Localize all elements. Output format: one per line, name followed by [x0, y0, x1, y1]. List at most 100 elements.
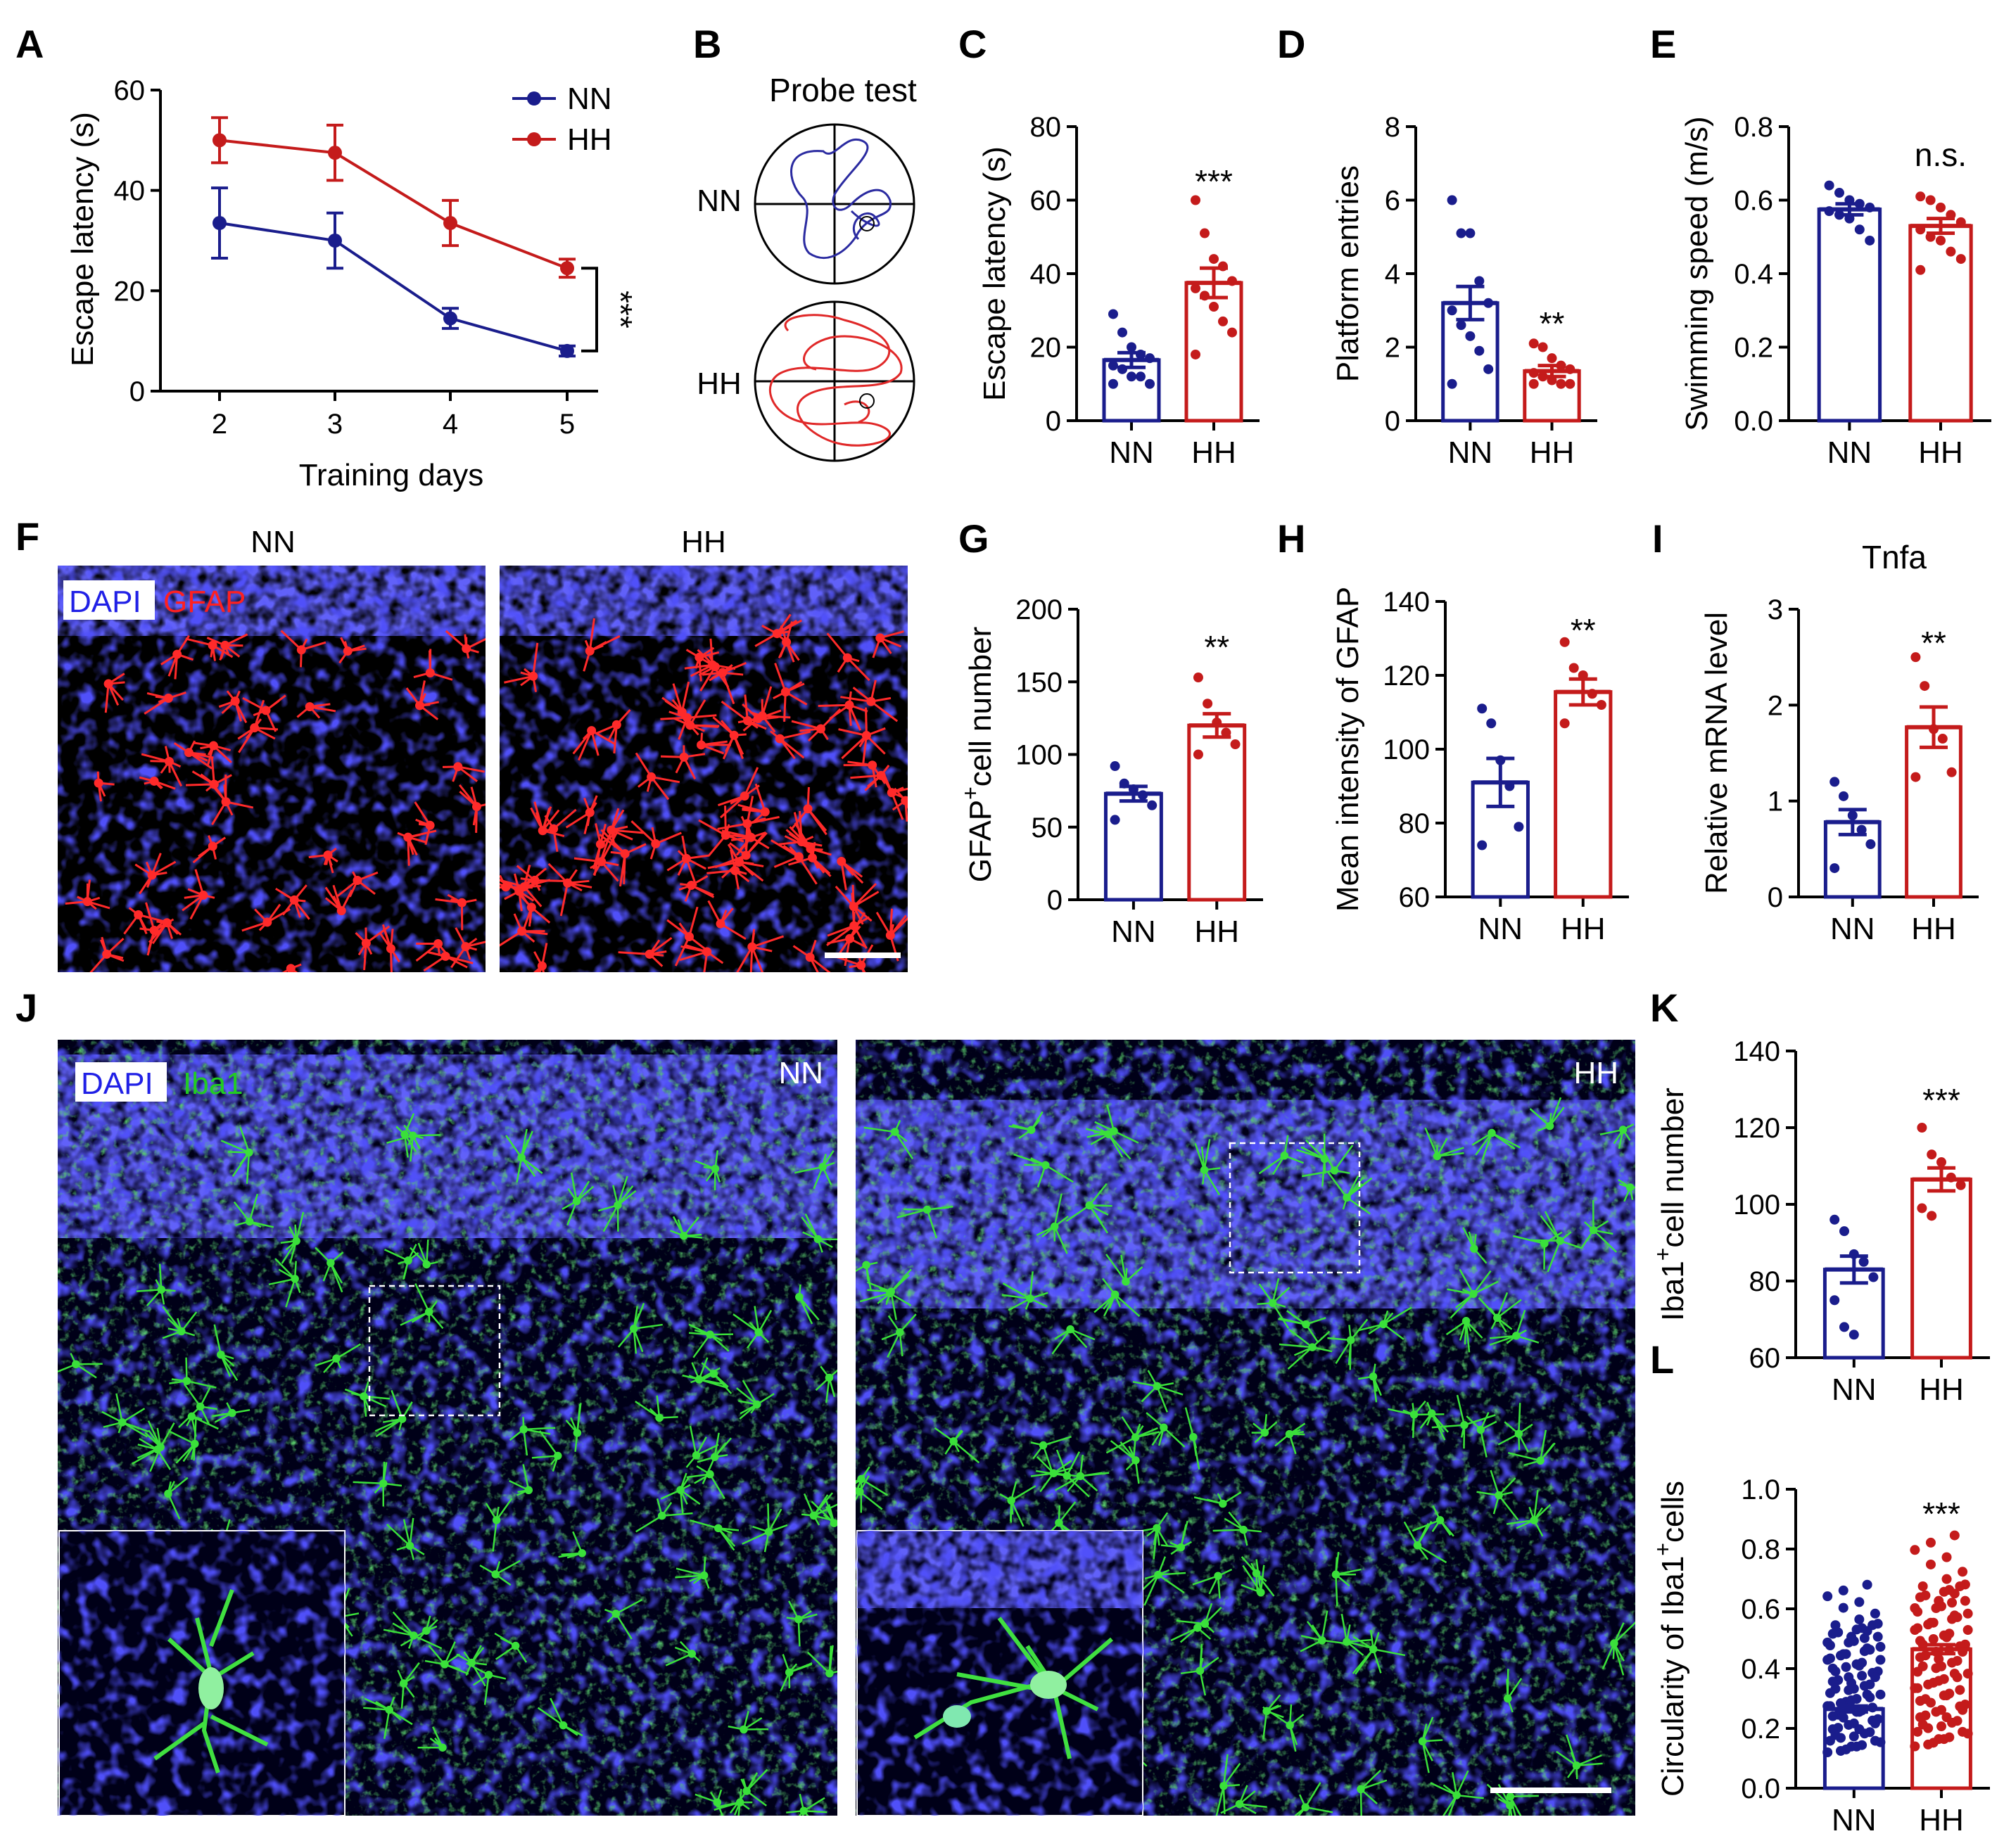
data-dot-hh [1528, 378, 1539, 389]
cell-process [397, 829, 437, 866]
y-tick-label: 140 [1383, 587, 1430, 618]
cell-body [440, 951, 450, 961]
cell-process [315, 1247, 344, 1293]
data-dot-nn [1856, 824, 1867, 835]
cell-body [1469, 1289, 1478, 1299]
y-tick-label: 8 [1385, 112, 1400, 143]
data-dot-nn [1862, 1579, 1872, 1590]
cell-process [818, 691, 868, 731]
cell-body [1286, 1721, 1294, 1730]
probe-hh-pool [754, 300, 915, 462]
cell-body [1511, 1332, 1521, 1340]
cell-process [875, 908, 908, 962]
cell-body [245, 1217, 254, 1226]
y-tick-label: 0 [1385, 406, 1400, 437]
cell-process [344, 1381, 391, 1417]
cell-process [1241, 1556, 1275, 1597]
cell-process [1358, 1363, 1382, 1403]
cell-body [537, 961, 547, 971]
cell-body [433, 939, 443, 949]
cell-process [1497, 1403, 1533, 1453]
gfap-nn-title: NN [250, 525, 296, 559]
cell-process [1258, 1135, 1304, 1175]
data-dot-nn [1108, 309, 1118, 319]
cell-process [688, 1323, 734, 1358]
data-dot-nn [1110, 815, 1120, 825]
cell-process [1001, 1271, 1048, 1311]
cell-process [379, 924, 400, 972]
sig-bracket [581, 267, 598, 352]
data-dot-hh [1191, 349, 1200, 359]
data-dot-nn [1835, 1745, 1846, 1756]
cell-process [1294, 1782, 1333, 1816]
cell-body [764, 1527, 773, 1536]
cell-process [666, 835, 710, 886]
data-dot-hh [1913, 1726, 1923, 1737]
data-dot-nn [1846, 1631, 1857, 1642]
cell-body [1330, 1166, 1339, 1175]
cell-body [462, 644, 471, 654]
cell-process [137, 1420, 175, 1472]
data-dot-hh [1559, 718, 1570, 729]
sig-label: *** [1195, 163, 1233, 200]
data-dot-hh [1191, 195, 1200, 205]
data-dot-hh [1962, 1608, 1973, 1619]
cell-process [445, 630, 486, 659]
cell-body [386, 944, 395, 954]
cell-body [825, 1373, 834, 1382]
cell-process [707, 843, 764, 882]
data-dot-nn [1875, 1642, 1886, 1652]
data-point-nn [560, 343, 574, 358]
cell-process [220, 1126, 250, 1184]
cell-body [1189, 1432, 1198, 1441]
data-point-hh [328, 146, 342, 160]
cell-process [827, 912, 867, 967]
data-dot-hh [1934, 1676, 1944, 1686]
cell-process [315, 1343, 362, 1373]
cell-body [72, 1360, 80, 1369]
cell-process [1471, 1132, 1521, 1161]
cell-process [1110, 1440, 1140, 1484]
data-dot-hh [1923, 1679, 1934, 1690]
data-dot-hh [1203, 699, 1213, 709]
cell-process [509, 1417, 556, 1456]
y-tick-label: 100 [1015, 740, 1063, 771]
cell-process [562, 1172, 595, 1226]
cell-process [786, 1793, 827, 1816]
cell-process [504, 642, 539, 692]
legend-marker [527, 91, 541, 106]
cell-process [742, 1503, 788, 1553]
cell-process [280, 630, 326, 668]
cell-body [1618, 1126, 1628, 1134]
data-dot-nn [1844, 1719, 1854, 1730]
cell-body [607, 825, 616, 835]
cell-body [1027, 1126, 1036, 1134]
cell-body [553, 1451, 562, 1460]
cell-body [182, 1377, 191, 1385]
cell-process [1512, 1231, 1563, 1270]
data-dot-nn [1829, 863, 1840, 874]
cell-body [228, 1408, 236, 1417]
data-dot-nn [1483, 364, 1494, 374]
cell-process [139, 902, 175, 956]
cell-body [753, 1400, 761, 1409]
cell-body [856, 960, 866, 970]
cell-process [717, 767, 760, 819]
cell-body [292, 1237, 300, 1245]
cell-process [218, 690, 248, 723]
cell-body [519, 1425, 528, 1434]
gfap-legend: GFAP [163, 585, 246, 619]
y-tick-label: 0.4 [1741, 1654, 1780, 1685]
cell-body [1470, 1244, 1478, 1253]
iba1-hh-label: HH [1573, 1056, 1618, 1090]
data-dot-hh [1913, 1683, 1923, 1693]
data-dot-hh [1547, 353, 1557, 364]
data-dot-hh [1910, 1545, 1920, 1555]
cell-process [58, 1353, 103, 1379]
cell-process [1194, 1139, 1221, 1196]
cell-body [740, 1725, 748, 1734]
panel-i-bar-chart: 0 1 2 3 NN HH ** Relative mRNA level Tnfa [1699, 539, 1979, 946]
cell-process [1051, 1328, 1096, 1355]
cell-body [353, 876, 362, 886]
cell-body [517, 1153, 526, 1162]
